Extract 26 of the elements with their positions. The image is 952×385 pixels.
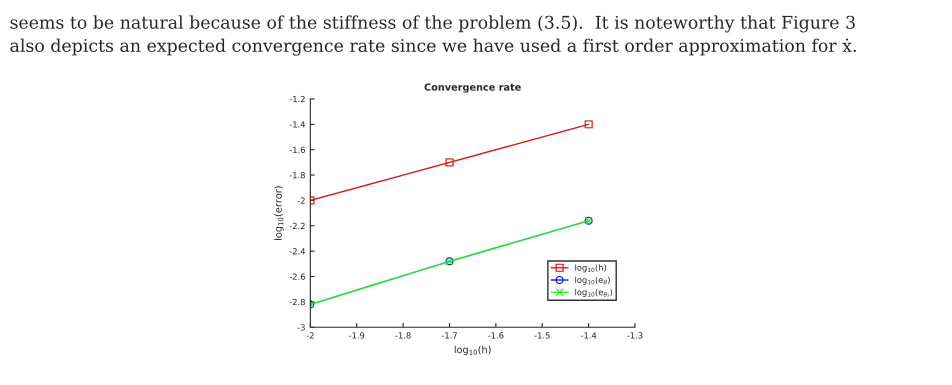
text: also depicts an expected convergence rate since we have used a first order approximation for ẋ. [10, 38, 856, 56]
x-tick-label: -1.9 [349, 332, 364, 339]
x-tick-label: -1.3 [627, 332, 642, 339]
y-tick-label: -2.4 [290, 248, 306, 254]
text: seems to be natural because of the stiffness of the problem (3.5). It is noteworthy that Figure 3 [10, 15, 855, 32]
y-tick-label: -1.4 [290, 121, 306, 128]
y-tick-label: -2.6 [290, 273, 305, 280]
y-tick-label: -2 [298, 197, 305, 204]
y-tick-label: -1.6 [290, 146, 305, 153]
y-tick-label: -2.2 [290, 222, 305, 229]
x-tick-label: -1.4 [580, 332, 596, 338]
x-tick-label: -2 [306, 332, 314, 338]
y-axis-title: log$_{10}$(error) [274, 186, 284, 240]
legend-label: log$_{10}$(e$_{θ}$) [575, 276, 610, 285]
legend-label: log$_{10}$(h) [575, 264, 606, 272]
x-tick-label: -1.6 [488, 332, 504, 339]
x-axis-title: log$_{10}$(h) [454, 346, 491, 356]
legend-label: log$_{10}$(e$_{θ₂}$) [575, 288, 612, 297]
y-tick-label: -1.2 [290, 96, 305, 102]
chart-title: Convergence rate [424, 83, 521, 93]
y-tick-label: -3 [298, 324, 305, 331]
x-tick-label: -1.5 [534, 332, 550, 339]
y-tick-label: -1.8 [290, 172, 305, 178]
x-tick-label: -1.8 [395, 332, 411, 339]
x-tick-label: -1.7 [442, 332, 457, 338]
y-tick-label: -2.8 [290, 298, 305, 306]
